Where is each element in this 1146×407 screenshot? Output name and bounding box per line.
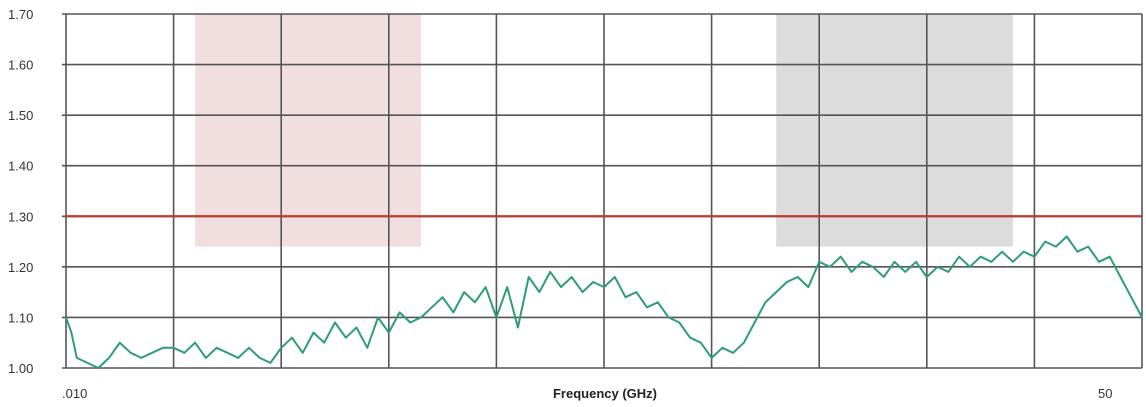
y-tick-label: 1.40	[8, 159, 33, 174]
x-tick-label-start: .010	[62, 386, 87, 401]
shaded-region-2	[776, 14, 1013, 247]
y-tick-label: 1.30	[8, 209, 33, 224]
y-tick-label: 1.60	[8, 58, 33, 73]
x-axis-label: Frequency (GHz)	[553, 386, 657, 401]
shaded-region-1	[195, 14, 422, 247]
grid	[62, 13, 1143, 369]
y-tick-label: 1.20	[8, 260, 33, 275]
y-tick-label: 1.00	[8, 361, 33, 376]
series-line	[65, 235, 1143, 369]
y-tick-label: 1.50	[8, 108, 33, 123]
x-tick-label-end: 50	[1098, 386, 1112, 401]
y-tick-label: 1.70	[8, 7, 33, 22]
shaded-regions	[195, 14, 1013, 247]
y-axis-tick-labels: 1.00 1.10 1.20 1.30 1.40 1.50 1.60 1.70	[8, 7, 33, 376]
y-tick-label: 1.10	[8, 310, 33, 325]
